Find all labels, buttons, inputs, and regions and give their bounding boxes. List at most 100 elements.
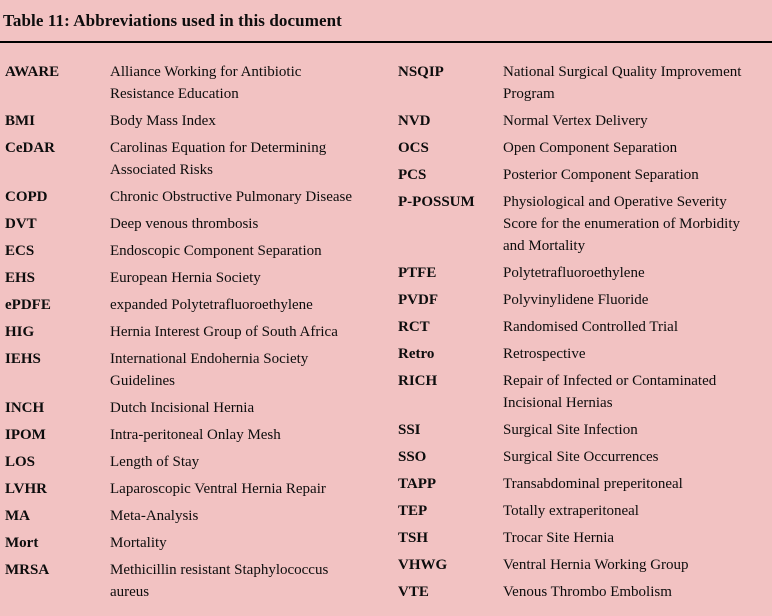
table-row: COPD Chronic Obstructive Pulmonary Diseas… xyxy=(5,186,368,208)
abbreviation: SSO xyxy=(398,449,427,465)
abbreviation: EHS xyxy=(5,270,36,286)
definition: Transabdominal preperitoneal xyxy=(503,476,683,492)
abbreviation: MA xyxy=(5,508,30,524)
table-row: Retro Retrospective xyxy=(398,343,767,365)
abbreviation: SSI xyxy=(398,422,421,438)
definition: Dutch Incisional Hernia xyxy=(110,400,255,416)
abbreviation: COPD xyxy=(5,189,48,205)
table-row: DVT Deep venous thrombosis xyxy=(5,213,368,235)
table-row: TSH Trocar Site Hernia xyxy=(398,527,767,549)
table-row: AWARE Alliance Working for Antibiotic Res… xyxy=(5,61,368,105)
abbreviation: P-POSSUM xyxy=(398,194,475,210)
abbreviation: VTE xyxy=(398,584,429,600)
definition: Polytetrafluoroethylene xyxy=(503,265,645,281)
definition: Deep venous thrombosis xyxy=(110,216,259,232)
title-divider xyxy=(0,41,772,43)
table-row: ECS Endoscopic Component Separation xyxy=(5,240,368,262)
definition: Methicillin resistant Staphylococcus aur… xyxy=(110,562,329,600)
table-row: LOS Length of Stay xyxy=(5,451,368,473)
abbreviation: BMI xyxy=(5,113,35,129)
table-row: PTFE Polytetrafluoroethylene xyxy=(398,262,767,284)
definition: Repair of Infected or Contaminated Incis… xyxy=(503,373,717,411)
abbreviation: OCS xyxy=(398,140,429,156)
definition: Surgical Site Occurrences xyxy=(503,449,659,465)
table-row: Mort Mortality xyxy=(5,532,368,554)
table-row: EHS European Hernia Society xyxy=(5,267,368,289)
column-right: NSQIP National Surgical Quality Improveme… xyxy=(398,61,767,608)
abbreviation: RCT xyxy=(398,319,430,335)
definition: Physiological and Operative Severity Sco… xyxy=(503,194,741,254)
definition: Surgical Site Infection xyxy=(503,422,638,438)
abbreviation: IPOM xyxy=(5,427,46,443)
table-row: VHWG Ventral Hernia Working Group xyxy=(398,554,767,576)
definition: Normal Vertex Delivery xyxy=(503,113,648,129)
table-row: PCS Posterior Component Separation xyxy=(398,164,767,186)
abbreviation: HIG xyxy=(5,324,35,340)
table-row: TEP Totally extraperitoneal xyxy=(398,500,767,522)
table-row: HIG Hernia Interest Group of South Africa xyxy=(5,321,368,343)
definition: Totally extraperitoneal xyxy=(503,503,639,519)
definition: Open Component Separation xyxy=(503,140,678,156)
definition: European Hernia Society xyxy=(110,270,261,286)
definition: Retrospective xyxy=(503,346,586,362)
definition: Length of Stay xyxy=(110,454,200,470)
definition: Trocar Site Hernia xyxy=(503,530,615,546)
table-row: INCH Dutch Incisional Hernia xyxy=(5,397,368,419)
table-row: RICH Repair of Infected or Contaminated I… xyxy=(398,370,767,414)
abbreviation: IEHS xyxy=(5,351,41,367)
definition: Venous Thrombo Embolism xyxy=(503,584,672,600)
table-row: TAPP Transabdominal preperitoneal xyxy=(398,473,767,495)
table-row: MA Meta-Analysis xyxy=(5,505,368,527)
abbreviation: TEP xyxy=(398,503,428,519)
definition: Intra-peritoneal Onlay Mesh xyxy=(110,427,281,443)
definition: Chronic Obstructive Pulmonary Disease xyxy=(110,189,353,205)
table-row: NSQIP National Surgical Quality Improveme… xyxy=(398,61,767,105)
table-row: PVDF Polyvinylidene Fluoride xyxy=(398,289,767,311)
abbreviation: VHWG xyxy=(398,557,448,573)
definition: Body Mass Index xyxy=(110,113,216,129)
abbreviation: AWARE xyxy=(5,64,60,80)
definition: Laparoscopic Ventral Hernia Repair xyxy=(110,481,326,497)
abbreviation: PVDF xyxy=(398,292,438,308)
definition: Carolinas Equation for Determining Assoc… xyxy=(110,140,327,178)
table-row: RCT Randomised Controlled Trial xyxy=(398,316,767,338)
table-body: AWARE Alliance Working for Antibiotic Res… xyxy=(0,43,772,608)
table-row: ePDFE expanded Polytetrafluoroethylene xyxy=(5,294,368,316)
definition: Posterior Component Separation xyxy=(503,167,699,183)
definition: expanded Polytetrafluoroethylene xyxy=(110,297,313,313)
table-row: SSI Surgical Site Infection xyxy=(398,419,767,441)
abbreviation: DVT xyxy=(5,216,37,232)
column-left: AWARE Alliance Working for Antibiotic Res… xyxy=(5,61,368,608)
definition: Alliance Working for Antibiotic Resistan… xyxy=(110,64,302,102)
abbreviation: CeDAR xyxy=(5,140,55,156)
definition: Endoscopic Component Separation xyxy=(110,243,322,259)
table-title: Table 11: Abbreviations used in this doc… xyxy=(3,11,342,30)
abbreviation: ECS xyxy=(5,243,35,259)
abbreviation: Retro xyxy=(398,346,435,362)
abbreviation: PCS xyxy=(398,167,427,183)
definition: Meta-Analysis xyxy=(110,508,199,524)
table-row: P-POSSUM Physiological and Operative Seve… xyxy=(398,191,767,257)
abbreviation: TAPP xyxy=(398,476,437,492)
table-row: IEHS International Endohernia Society Gui… xyxy=(5,348,368,392)
table-row: NVD Normal Vertex Delivery xyxy=(398,110,767,132)
abbreviation: INCH xyxy=(5,400,45,416)
definition: Randomised Controlled Trial xyxy=(503,319,679,335)
abbreviation: TSH xyxy=(398,530,429,546)
definition: Mortality xyxy=(110,535,167,551)
abbreviation: PTFE xyxy=(398,265,437,281)
table-row: VTE Venous Thrombo Embolism xyxy=(398,581,767,603)
abbreviation: MRSA xyxy=(5,562,50,578)
definition: International Endohernia Society Guideli… xyxy=(110,351,309,389)
abbreviation: Mort xyxy=(5,535,39,551)
definition: Ventral Hernia Working Group xyxy=(503,557,689,573)
table-row: MRSA Methicillin resistant Staphylococcus… xyxy=(5,559,368,603)
table-row: OCS Open Component Separation xyxy=(398,137,767,159)
abbreviation: NVD xyxy=(398,113,431,129)
table-row: LVHR Laparoscopic Ventral Hernia Repair xyxy=(5,478,368,500)
table-row: IPOM Intra-peritoneal Onlay Mesh xyxy=(5,424,368,446)
abbreviation: LOS xyxy=(5,454,36,470)
definition: Polyvinylidene Fluoride xyxy=(503,292,649,308)
